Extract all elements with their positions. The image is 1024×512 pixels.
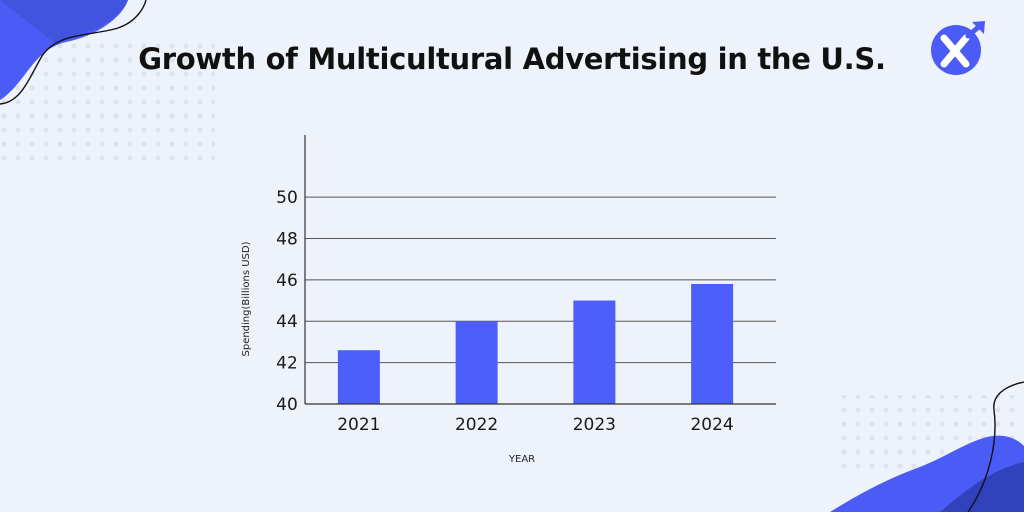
- bar-2022: [455, 321, 498, 404]
- y-tick-label: 50: [276, 188, 298, 208]
- x-tick-label: 2021: [337, 415, 380, 435]
- x-tick-label: 2024: [690, 415, 733, 435]
- x-axis-title: YEAR: [508, 454, 535, 465]
- y-tick-label: 44: [276, 312, 298, 332]
- y-tick-labels: 40 42 44 46 48 50: [276, 188, 298, 415]
- bars: [337, 283, 734, 404]
- y-tick-label: 42: [276, 354, 298, 374]
- x-tick-label: 2022: [455, 415, 498, 435]
- y-tick-label: 48: [276, 229, 298, 249]
- y-axis-title: Spending(Billions USD): [241, 241, 252, 356]
- x-arrow-logo-icon: [931, 21, 985, 75]
- bar-2023: [573, 300, 616, 404]
- bar-2024: [691, 283, 734, 404]
- x-tick-labels: 2021 2022 2023 2024: [337, 415, 734, 435]
- x-tick-label: 2023: [573, 415, 616, 435]
- chart-title: Growth of Multicultural Advertising in t…: [138, 42, 886, 76]
- top-left-curve-line: [0, 0, 147, 105]
- y-tick-label: 40: [276, 395, 298, 415]
- bar-2021: [337, 350, 380, 404]
- y-tick-label: 46: [276, 271, 298, 291]
- bottom-right-curve-line: [967, 381, 1024, 512]
